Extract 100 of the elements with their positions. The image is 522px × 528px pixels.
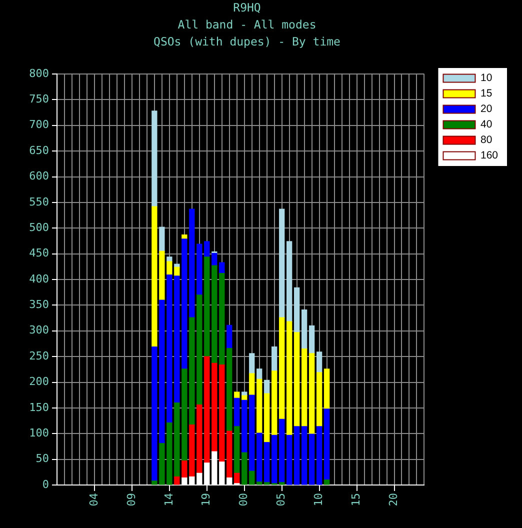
x-tick-label: 20 [387, 493, 400, 506]
bar [279, 208, 285, 318]
legend-label: 15 [480, 88, 492, 100]
y-tick-label: 450 [29, 246, 49, 260]
bar [279, 418, 285, 483]
bar [204, 241, 210, 258]
bar [204, 256, 210, 357]
bar [196, 404, 202, 474]
y-tick-label: 0 [42, 478, 49, 491]
y-tick-label: 800 [29, 66, 49, 80]
bar [234, 398, 240, 427]
y-tick-label: 400 [29, 272, 49, 286]
bar [189, 208, 195, 318]
legend-label: 20 [480, 103, 492, 116]
x-tick-label: 19 [200, 493, 213, 506]
bar [316, 426, 322, 485]
bar [256, 432, 262, 482]
bar [234, 426, 240, 474]
y-tick-label: 500 [29, 220, 49, 234]
bar [226, 324, 232, 349]
legend-label: 160 [480, 150, 498, 162]
y-tick-label: 750 [29, 92, 49, 106]
bar [159, 226, 165, 252]
bar [182, 460, 188, 478]
bar [174, 476, 180, 485]
bar [212, 265, 218, 364]
bar [308, 434, 315, 485]
bar [308, 353, 315, 434]
x-tick-label: 00 [237, 493, 250, 506]
bar [286, 321, 292, 436]
y-tick-label: 200 [29, 375, 49, 388]
bar [249, 394, 255, 472]
bar [189, 317, 195, 426]
bar [242, 452, 248, 485]
bar [212, 362, 218, 452]
y-tick-label: 550 [29, 195, 49, 208]
bar [256, 378, 262, 434]
y-tick-label: 250 [29, 349, 49, 362]
y-tick-label: 700 [29, 118, 49, 132]
bar [272, 346, 278, 372]
bar [219, 364, 225, 462]
bar [324, 368, 330, 410]
chart-subtitle: All band - All modes QSOs (with dupes) - By time [154, 17, 341, 48]
bar [264, 393, 270, 443]
y-tick-label: 150 [29, 400, 49, 414]
bar [294, 287, 300, 333]
bar [249, 373, 255, 396]
bar [272, 370, 278, 436]
bar [152, 110, 158, 207]
bar [316, 372, 322, 427]
bar [226, 348, 232, 432]
x-tick-label: 15 [350, 493, 363, 506]
bar [294, 426, 300, 485]
bar [256, 368, 262, 380]
bar [324, 408, 330, 480]
bar [182, 368, 188, 462]
bar [256, 482, 262, 485]
bar [174, 402, 180, 478]
bar [182, 238, 188, 370]
bar [308, 325, 315, 354]
y-tick-label: 350 [29, 298, 49, 312]
bar [242, 400, 248, 453]
bar [212, 252, 218, 266]
bar [189, 424, 195, 478]
bar [196, 244, 202, 296]
bar [279, 482, 285, 485]
bar [294, 332, 300, 427]
bar [316, 352, 322, 373]
bar [286, 241, 292, 322]
y-tick-label: 50 [36, 452, 49, 466]
bar [272, 434, 278, 484]
x-tick-label: 14 [162, 492, 176, 506]
legend-label: 80 [480, 134, 492, 146]
bar [324, 480, 330, 485]
bar [204, 356, 210, 464]
x-tick-label: 04 [87, 492, 100, 506]
bar [264, 482, 270, 485]
bar [264, 442, 270, 483]
bar [286, 434, 292, 485]
bar [226, 430, 232, 478]
x-tick-label: 05 [274, 493, 288, 506]
bar [279, 317, 285, 420]
bar [249, 470, 255, 485]
bar [219, 262, 225, 274]
bar [219, 273, 225, 366]
bar [301, 426, 308, 485]
chart-title: R9HQ [233, 0, 261, 14]
y-tick-label: 100 [29, 426, 49, 440]
y-tick-label: 600 [29, 170, 49, 183]
legend-label: 40 [480, 118, 492, 131]
y-tick-label: 650 [29, 144, 49, 157]
bar [301, 348, 308, 427]
bar [242, 392, 248, 396]
bar [301, 309, 308, 350]
x-tick-label: 10 [312, 493, 326, 506]
x-tick-label: 09 [124, 493, 138, 506]
legend-label: 10 [480, 72, 492, 84]
bar [174, 276, 180, 404]
bar [264, 380, 270, 394]
y-tick-label: 300 [29, 324, 49, 337]
